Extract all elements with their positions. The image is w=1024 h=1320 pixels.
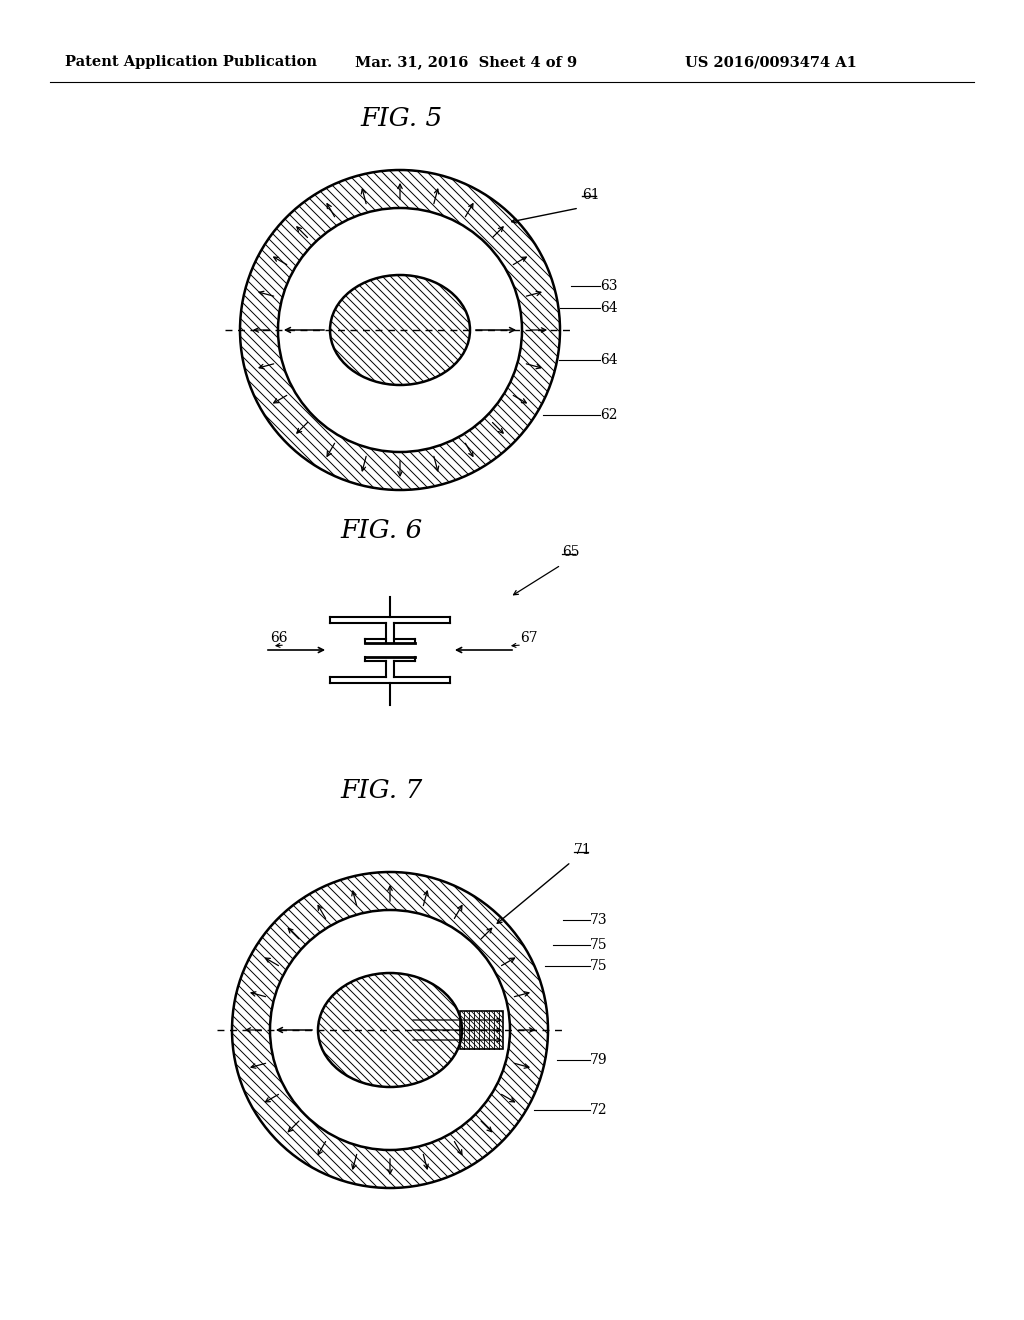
Text: 65: 65 [562,545,580,558]
Ellipse shape [318,973,462,1086]
Text: 63: 63 [600,279,617,293]
Text: FIG. 7: FIG. 7 [340,777,422,803]
Text: 64: 64 [600,352,617,367]
Text: 73: 73 [590,913,607,927]
Ellipse shape [330,275,470,385]
Circle shape [270,909,510,1150]
Text: 66: 66 [270,631,288,645]
Bar [460,1011,503,1049]
Circle shape [278,209,522,451]
Text: FIG. 6: FIG. 6 [340,517,422,543]
Text: 75: 75 [590,939,607,952]
Text: 64: 64 [600,301,617,315]
Text: Mar. 31, 2016  Sheet 4 of 9: Mar. 31, 2016 Sheet 4 of 9 [355,55,578,69]
Text: 62: 62 [600,408,617,422]
Text: 72: 72 [590,1104,607,1117]
Text: 67: 67 [520,631,538,645]
Text: 75: 75 [590,960,607,973]
Text: 61: 61 [582,187,600,202]
Text: 79: 79 [590,1053,607,1067]
Text: Patent Application Publication: Patent Application Publication [65,55,317,69]
Bar [460,1011,503,1049]
Text: 71: 71 [574,843,592,857]
Text: FIG. 5: FIG. 5 [360,106,442,131]
Text: US 2016/0093474 A1: US 2016/0093474 A1 [685,55,857,69]
